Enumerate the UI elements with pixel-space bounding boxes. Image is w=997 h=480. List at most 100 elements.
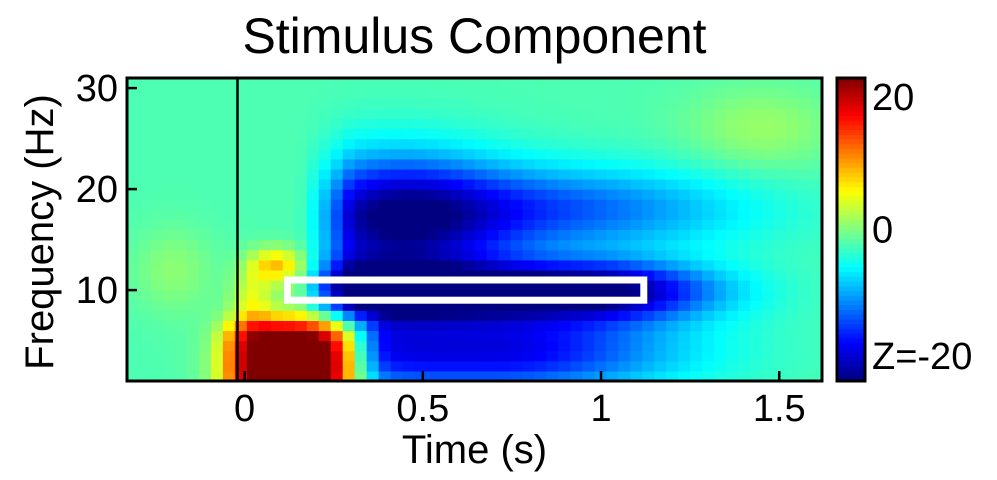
heatmap-cell: [234, 310, 248, 321]
heatmap-cell: [198, 300, 212, 311]
heatmap-cell: [174, 370, 188, 382]
heatmap-cell: [270, 290, 284, 301]
heatmap-cell: [450, 168, 464, 180]
heatmap-cell: [342, 300, 356, 311]
heatmap-cell: [342, 108, 356, 119]
heatmap-cell: [582, 350, 595, 362]
heatmap-cell: [546, 300, 559, 311]
heatmap-cell: [750, 98, 763, 109]
heatmap-cell: [127, 350, 140, 362]
heatmap-cell: [534, 310, 547, 321]
heatmap-cell: [738, 330, 751, 342]
heatmap-cell: [127, 168, 140, 180]
heatmap-cell: [750, 229, 763, 241]
heatmap-cell: [306, 179, 320, 190]
heatmap-cell: [426, 239, 440, 251]
highlight-window: [283, 276, 648, 304]
heatmap-cell: [510, 229, 524, 241]
heatmap-cell: [594, 168, 607, 180]
heatmap-cell: [534, 179, 547, 190]
heatmap-cell: [306, 330, 320, 342]
heatmap-cell: [750, 300, 763, 311]
heatmap-cell: [378, 158, 392, 170]
heatmap-cell: [594, 118, 607, 130]
heatmap-cell: [498, 259, 512, 271]
heatmap-cell: [762, 320, 775, 332]
heatmap-cell: [702, 209, 715, 220]
heatmap-cell: [570, 340, 583, 352]
heatmap-cell: [426, 199, 440, 210]
heatmap-cell: [474, 179, 488, 190]
heatmap-cell: [594, 189, 607, 200]
heatmap-cell: [258, 108, 272, 119]
heatmap-cell: [294, 350, 308, 362]
heatmap-cell: [474, 199, 488, 210]
heatmap-cell: [618, 88, 631, 99]
heatmap-cell: [282, 229, 296, 241]
heatmap-cell: [258, 189, 272, 200]
heatmap-cell: [702, 148, 715, 160]
heatmap-cell: [330, 239, 344, 251]
heatmap-cell: [594, 290, 607, 301]
heatmap-cell: [522, 168, 536, 180]
heatmap-cell: [774, 189, 787, 200]
heatmap-cell: [366, 269, 380, 281]
heatmap-cell: [558, 360, 571, 372]
heatmap-cell: [570, 360, 583, 372]
heatmap-cell: [738, 118, 751, 130]
heatmap-cell: [426, 108, 440, 119]
heatmap-cell: [618, 229, 631, 241]
heatmap-cell: [522, 350, 536, 362]
colorbar-step: [837, 96, 865, 103]
heatmap-cell: [426, 138, 440, 150]
heatmap-cell: [246, 320, 260, 332]
heatmap-cell: [618, 320, 631, 332]
heatmap-cell: [798, 280, 811, 291]
heatmap-cell: [810, 189, 823, 200]
heatmap-cell: [666, 148, 679, 160]
heatmap-cell: [390, 249, 404, 261]
heatmap-cell: [558, 280, 571, 291]
heatmap-cell: [690, 199, 703, 210]
heatmap-cell: [774, 88, 787, 99]
heatmap-cell: [498, 280, 512, 291]
heatmap-cell: [474, 370, 488, 382]
heatmap-cell: [594, 98, 607, 109]
heatmap-cell: [582, 340, 595, 352]
heatmap-cell: [606, 330, 619, 342]
heatmap-cell: [594, 78, 607, 89]
heatmap-cell: [342, 310, 356, 321]
heatmap-cell: [438, 158, 452, 170]
heatmap-cell: [174, 259, 188, 271]
heatmap-cell: [402, 350, 416, 362]
heatmap-cell: [210, 128, 224, 140]
heatmap-cell: [570, 300, 583, 311]
heatmap-cell: [666, 168, 679, 180]
heatmap-cell: [594, 219, 607, 231]
heatmap-cell: [294, 179, 308, 190]
heatmap-cell: [318, 320, 332, 332]
heatmap-cell: [150, 108, 164, 119]
heatmap-cell: [762, 118, 775, 130]
heatmap-cell: [174, 209, 188, 220]
heatmap-cell: [582, 108, 595, 119]
colorbar-step: [837, 371, 865, 377]
heatmap-cell: [390, 330, 404, 342]
heatmap-cell: [198, 219, 212, 231]
heatmap-cell: [594, 199, 607, 210]
heatmap-cell: [174, 320, 188, 332]
heatmap-cell: [378, 209, 392, 220]
heatmap-cell: [702, 128, 715, 140]
heatmap-cell: [378, 269, 392, 281]
heatmap-cell: [246, 128, 260, 140]
heatmap-cell: [774, 98, 787, 109]
heatmap-cell: [762, 249, 775, 261]
colorbar-step: [837, 343, 865, 349]
heatmap-cell: [258, 209, 272, 220]
heatmap-cell: [282, 239, 296, 251]
heatmap-cell: [150, 229, 164, 241]
x-tick-label: 1.5: [753, 388, 806, 430]
heatmap-cell: [750, 199, 763, 210]
heatmap-cell: [522, 88, 536, 99]
